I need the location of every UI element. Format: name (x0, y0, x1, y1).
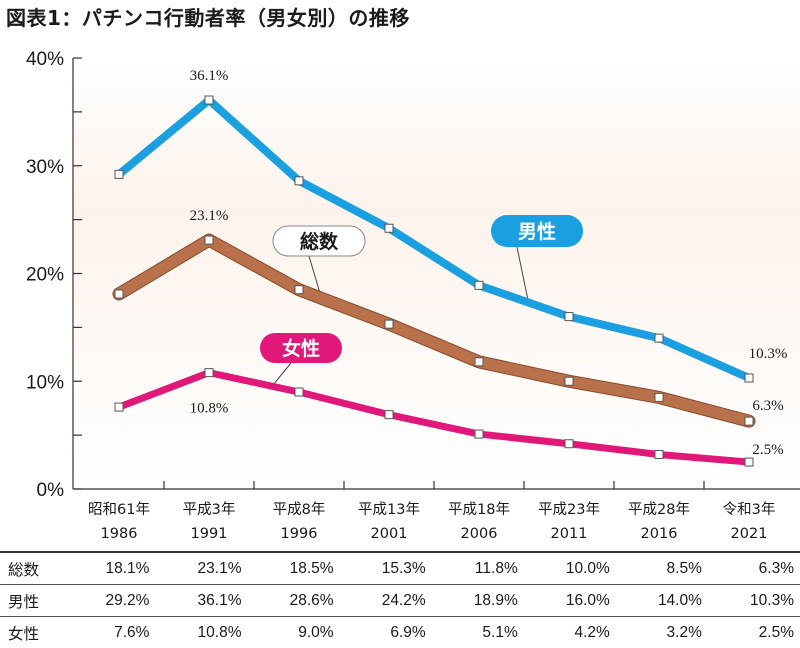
data-point (295, 388, 303, 396)
x-tick-label-year: 2016 (641, 526, 678, 542)
data-point (745, 458, 753, 466)
legend-badge-label: 女性 (282, 337, 320, 360)
table-cell: 9.0% (248, 617, 340, 648)
table-cell: 3.2% (616, 617, 708, 648)
data-point (655, 451, 663, 459)
legend-badge-label: 男性 (518, 220, 556, 243)
x-tick-label-era: 平成28年 (628, 501, 690, 518)
x-tick-label-era: 平成3年 (183, 501, 236, 518)
table-cell: 6.3% (708, 552, 800, 585)
data-point (115, 170, 123, 178)
table-cell: 11.8% (432, 552, 524, 585)
x-tick-label-year: 2006 (461, 526, 498, 542)
x-tick-label-era: 平成18年 (448, 501, 510, 518)
table-cell: 24.2% (340, 585, 432, 617)
line-chart: 0% 10% 20% 30% 40% 昭和61年 1986 平成3年 1991 平成8年 1996 平… (0, 0, 800, 551)
data-point (205, 96, 213, 104)
y-tick-label: 0% (37, 480, 65, 501)
data-point (385, 224, 393, 232)
table-cell: 16.0% (524, 585, 616, 617)
x-tick-label-year: 2001 (371, 526, 408, 542)
data-label: 23.1% (190, 208, 229, 224)
data-point (295, 177, 303, 185)
table-cell: 4.2% (524, 617, 616, 648)
legend-badge-male: 男性 (491, 215, 583, 247)
table-cell: 28.6% (248, 585, 340, 617)
x-tick-label-year: 1986 (101, 526, 138, 542)
y-tick-label: 40% (26, 49, 64, 70)
table-cell: 18.1% (63, 552, 155, 585)
data-point (565, 440, 573, 448)
data-point (565, 313, 573, 321)
table-row-label: 男性 (0, 585, 63, 617)
table-cell: 15.3% (340, 552, 432, 585)
data-point (205, 236, 213, 244)
data-point (385, 411, 393, 419)
x-tick-label-year: 2021 (731, 526, 768, 542)
x-tick-label-era: 令和3年 (723, 501, 776, 518)
data-point (475, 281, 483, 289)
table-cell: 7.6% (63, 617, 155, 648)
data-point (655, 334, 663, 342)
x-tick-label-era: 平成8年 (273, 501, 326, 518)
table-cell: 10.0% (524, 552, 616, 585)
x-tick-label-year: 2011 (551, 526, 588, 542)
table-cell: 36.1% (155, 585, 247, 617)
data-point (475, 358, 483, 366)
x-tick-label-era: 平成13年 (358, 501, 420, 518)
x-tick-label-era: 平成23年 (538, 501, 600, 518)
data-label: 10.3% (749, 346, 788, 362)
data-point (205, 369, 213, 377)
data-point (475, 430, 483, 438)
y-tick-label: 30% (26, 157, 64, 178)
data-point (655, 393, 663, 401)
legend-badge-female: 女性 (260, 333, 342, 363)
data-point (745, 374, 753, 382)
table-cell: 2.5% (708, 617, 800, 648)
table-cell: 18.5% (248, 552, 340, 585)
table-row-label: 総数 (0, 552, 63, 585)
y-tick-label: 10% (26, 372, 64, 393)
table-row-label: 女性 (0, 617, 63, 648)
data-point (385, 320, 393, 328)
table-cell: 29.2% (63, 585, 155, 617)
legend-badge-total: 総数 (273, 226, 365, 256)
data-point (295, 286, 303, 294)
data-point (115, 403, 123, 411)
x-tick-label-year: 1991 (191, 526, 228, 542)
table-cell: 10.8% (155, 617, 247, 648)
legend-badge-label: 総数 (300, 230, 339, 253)
table-cell: 5.1% (432, 617, 524, 648)
data-point (745, 417, 753, 425)
data-label: 36.1% (190, 68, 229, 84)
table-cell: 10.3% (708, 585, 800, 617)
data-label: 6.3% (752, 398, 783, 414)
x-tick-label-year: 1996 (281, 526, 318, 542)
data-point (565, 377, 573, 385)
table-cell: 23.1% (155, 552, 247, 585)
y-tick-label: 20% (26, 265, 64, 286)
table-cell: 14.0% (616, 585, 708, 617)
data-label: 2.5% (752, 442, 783, 458)
table-cell: 6.9% (340, 617, 432, 648)
x-tick-label-era: 昭和61年 (88, 501, 150, 518)
data-point (115, 290, 123, 298)
table-cell: 8.5% (616, 552, 708, 585)
data-label: 10.8% (190, 401, 229, 417)
table-cell: 18.9% (432, 585, 524, 617)
